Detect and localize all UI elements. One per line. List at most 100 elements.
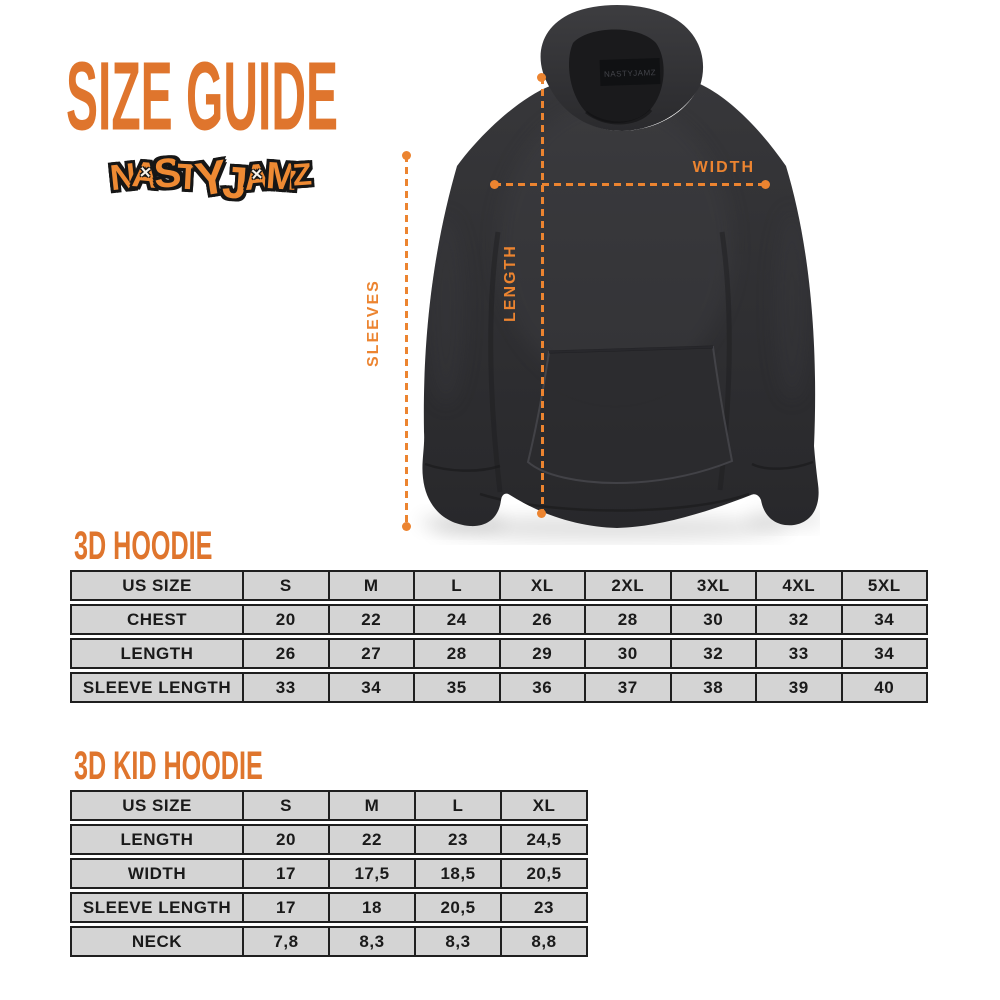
column-header-cell: S — [242, 572, 328, 599]
value-cell: WIDTH — [127, 864, 187, 883]
value-cell: 17,5 — [328, 860, 414, 887]
size-table: US SIZE S M L XL 2XL 3XL 4XL 5XL CHEST 20 22 24 26 28 3… — [70, 570, 928, 703]
column-header-cell: L — [413, 572, 499, 599]
neck-label-text: NASTYJAMZ — [604, 68, 656, 79]
value-cell: 27 — [327, 640, 414, 667]
value-cell: 22 — [328, 826, 414, 853]
column-header-cell: M — [328, 792, 414, 819]
value-cell: 23 — [500, 894, 586, 921]
sleeves-line-top-dot — [402, 151, 411, 160]
value-cell: 35 — [413, 674, 499, 701]
table-row: WIDTH 17 17,5 18,5 20,5 — [70, 858, 588, 889]
value-cell: 20,5 — [500, 860, 586, 887]
value-cell: 20,5 — [414, 894, 500, 921]
value-cell: 36 — [498, 674, 585, 701]
value-cell: 26 — [498, 606, 585, 633]
value-cell: 18 — [328, 894, 414, 921]
table-row: LENGTH 20 22 23 24,5 — [70, 824, 588, 855]
value-cell: 29 — [498, 640, 585, 667]
value-cell: 32 — [669, 640, 756, 667]
sleeves-label: SLEEVES — [365, 279, 382, 367]
table-header-row: US SIZE S M L XL 2XL 3XL 4XL 5XL — [70, 570, 928, 601]
value-cell: 8,8 — [500, 928, 586, 955]
value-cell: LENGTH — [120, 830, 194, 849]
value-cell: 24,5 — [500, 826, 586, 853]
value-cell: 30 — [584, 640, 670, 667]
length-line-bottom-dot — [537, 509, 546, 518]
value-cell: 33 — [242, 674, 328, 701]
value-cell: SLEEVE LENGTH — [82, 678, 232, 697]
table-section: 3D KID HOODIE US SIZE S M L XL LENGTH 20 22 23 24,… — [70, 745, 588, 960]
value-cell: 30 — [669, 606, 756, 633]
value-cell: 34 — [840, 606, 927, 633]
table-section: 3D HOODIE US SIZE S M L XL 2XL 3XL 4XL 5XL CHEST 20… — [70, 525, 928, 706]
brand-logo: NA ✕ STYJA ✕ MZ — [108, 143, 322, 209]
value-cell: 22 — [327, 606, 414, 633]
value-cell: LENGTH — [120, 644, 194, 663]
value-cell: 34 — [327, 674, 414, 701]
section-heading: 3D KID HOODIE — [74, 744, 263, 789]
table-row: NECK 7,8 8,3 8,3 8,8 — [70, 926, 588, 957]
value-cell: 26 — [242, 640, 328, 667]
value-cell: CHEST — [126, 610, 188, 629]
length-measure-line — [541, 77, 544, 513]
table-row: SLEEVE LENGTH 17 18 20,5 23 — [70, 892, 588, 923]
left-cuff-seam — [424, 462, 501, 472]
table-header-row: US SIZE S M L XL — [70, 790, 588, 821]
length-label: LENGTH — [502, 244, 519, 322]
column-header-cell: XL — [498, 572, 585, 599]
value-cell: 18,5 — [414, 860, 500, 887]
logo-letter: Z — [291, 156, 314, 193]
value-cell: 20 — [242, 606, 328, 633]
value-cell: 37 — [584, 674, 670, 701]
value-cell: NECK — [131, 932, 183, 951]
value-cell: 28 — [584, 606, 670, 633]
sleeves-measure-line — [405, 155, 408, 527]
section-heading: 3D HOODIE — [74, 524, 213, 569]
value-cell: 28 — [413, 640, 499, 667]
value-cell: 33 — [755, 640, 841, 667]
column-header-cell: 4XL — [755, 572, 841, 599]
logo-x-mark-icon: ✕ — [249, 165, 264, 184]
value-cell: 24 — [413, 606, 499, 633]
value-cell: 32 — [755, 606, 841, 633]
width-measure-line — [494, 183, 765, 186]
table-row: CHEST 20 22 24 26 28 30 32 34 — [70, 604, 928, 635]
hoodie-image: NASTYJAMZ — [418, 5, 820, 540]
column-header-cell: XL — [500, 792, 586, 819]
size-table: US SIZE S M L XL LENGTH 20 22 23 24,5 WIDTH 17 17,5 1… — [70, 790, 588, 957]
column-header-cell: S — [242, 792, 328, 819]
column-header-cell: L — [414, 792, 500, 819]
neck-label: NASTYJAMZ — [599, 57, 661, 87]
column-header-cell: 2XL — [584, 572, 670, 599]
sleeves-line-bottom-dot — [402, 522, 411, 531]
value-cell: 20 — [242, 826, 328, 853]
column-header-cell: US SIZE — [122, 576, 192, 595]
value-cell: 34 — [840, 640, 927, 667]
table-row: SLEEVE LENGTH 33 34 35 36 37 38 39 40 — [70, 672, 928, 703]
value-cell: 23 — [414, 826, 500, 853]
value-cell: 7,8 — [242, 928, 328, 955]
value-cell: 40 — [840, 674, 927, 701]
value-cell: 39 — [755, 674, 841, 701]
page-title: SIZE GUIDE — [66, 41, 339, 151]
value-cell: SLEEVE LENGTH — [82, 898, 232, 917]
width-line-left-dot — [490, 180, 499, 189]
value-cell: 17 — [242, 860, 328, 887]
column-header-cell: US SIZE — [122, 796, 192, 815]
value-cell: 8,3 — [328, 928, 414, 955]
width-label: WIDTH — [692, 159, 755, 176]
logo-x-mark-icon: ✕ — [138, 163, 153, 182]
column-header-cell: M — [327, 572, 414, 599]
column-header-cell: 5XL — [840, 572, 927, 599]
width-line-right-dot — [761, 180, 770, 189]
table-row: LENGTH 26 27 28 29 30 32 33 34 — [70, 638, 928, 669]
column-header-cell: 3XL — [669, 572, 756, 599]
hoodie-shadow — [430, 516, 790, 540]
kangaroo-pocket — [526, 345, 734, 485]
value-cell: 8,3 — [414, 928, 500, 955]
value-cell: 17 — [242, 894, 328, 921]
right-cuff-seam — [751, 460, 814, 470]
value-cell: 38 — [669, 674, 756, 701]
